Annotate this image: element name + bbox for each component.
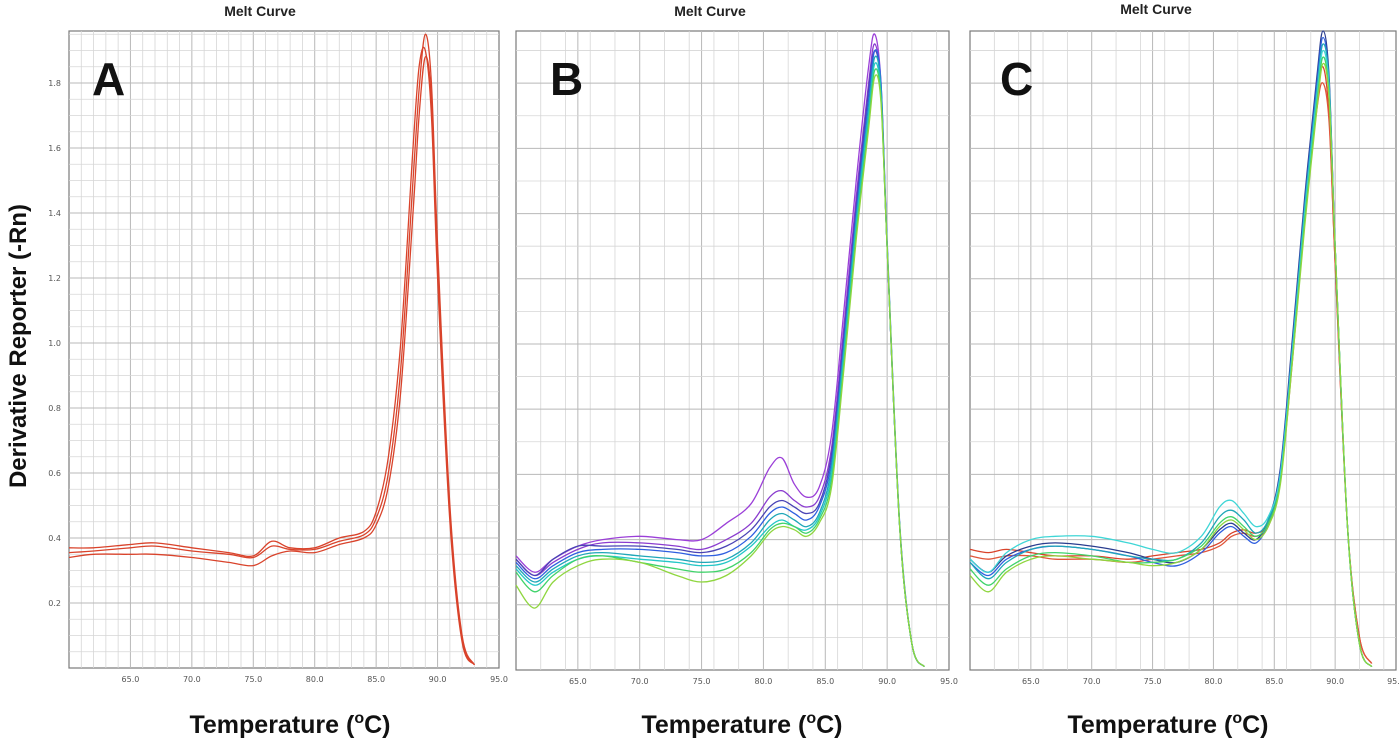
x-tick-label: 70.0 [631, 677, 649, 686]
x-tick-label: 90.0 [429, 675, 447, 684]
x-tick-label: 95.0 [940, 677, 958, 686]
x-tick-label: 65.0 [569, 677, 587, 686]
x-tick-label: 80.0 [1205, 677, 1223, 686]
panel-title: Melt Curve [224, 3, 296, 19]
series-line-lime-1 [969, 62, 1373, 668]
y-tick-label: 1.8 [48, 79, 61, 88]
grid [69, 31, 499, 668]
y-tick-label: 1.0 [48, 339, 61, 348]
y-tick-label: 0.6 [48, 469, 61, 478]
x-tick-label: 95.0 [1387, 677, 1400, 686]
panels: 65.0 70.0 75.0 80.0 85.0 90.0 95.0 0.2 0.4 0.6 0.8… [48, 1, 1400, 686]
plot-area [969, 30, 1397, 671]
panel-title: Melt Curve [674, 3, 746, 19]
x-axis-label-b: Temperature (oC) [641, 710, 842, 739]
series-line-lime-1 [515, 74, 925, 668]
x-tick-label: 65.0 [122, 675, 140, 684]
x-tick-label: 90.0 [1326, 677, 1344, 686]
x-tick-label: 85.0 [816, 677, 834, 686]
series-line-replicate-3 [68, 55, 475, 666]
panel-label: B [550, 53, 583, 105]
panel-a: 65.0 70.0 75.0 80.0 85.0 90.0 95.0 0.2 0.4 0.6 0.8… [48, 3, 508, 684]
y-tick-label: 1.6 [48, 144, 61, 153]
x-tick-label: 80.0 [755, 677, 773, 686]
grid [516, 31, 949, 670]
x-tick-label: 70.0 [183, 675, 201, 684]
x-tick-label: 70.0 [1083, 677, 1101, 686]
x-tick-label: 95.0 [490, 675, 508, 684]
y-tick-label: 0.2 [48, 599, 61, 608]
series-line-replicate-2 [68, 33, 476, 666]
panel-title: Melt Curve [1120, 1, 1192, 17]
y-axis-label: Derivative Reporter (-Rn) [5, 204, 32, 488]
x-tick-label: 75.0 [693, 677, 711, 686]
y-tick-label: 0.8 [48, 404, 61, 413]
grid [970, 31, 1396, 670]
y-tick-label: 0.4 [48, 534, 61, 543]
series-line-replicate-1 [68, 46, 475, 666]
x-tick-label: 85.0 [1265, 677, 1283, 686]
x-tick-label: 80.0 [306, 675, 324, 684]
x-tick-label: 85.0 [367, 675, 385, 684]
x-tick-label: 75.0 [244, 675, 262, 684]
panel-b: 65.0 70.0 75.0 80.0 85.0 90.0 95.0 Melt Curve B [515, 3, 958, 686]
plot-area [68, 30, 500, 669]
plot-area [515, 30, 950, 671]
x-tick-label: 90.0 [878, 677, 896, 686]
x-axis-label-c: Temperature (oC) [1067, 710, 1268, 739]
panel-label: C [1000, 53, 1033, 105]
x-tick-label: 65.0 [1022, 677, 1040, 686]
y-tick-label: 1.4 [48, 209, 61, 218]
y-tick-label: 1.2 [48, 274, 61, 283]
panel-c: 65.0 70.0 75.0 80.0 85.0 90.0 95.0 Melt Curve C [969, 1, 1400, 686]
x-tick-label: 75.0 [1144, 677, 1162, 686]
x-axis-label-a: Temperature (oC) [189, 710, 390, 739]
panel-label: A [92, 53, 125, 105]
